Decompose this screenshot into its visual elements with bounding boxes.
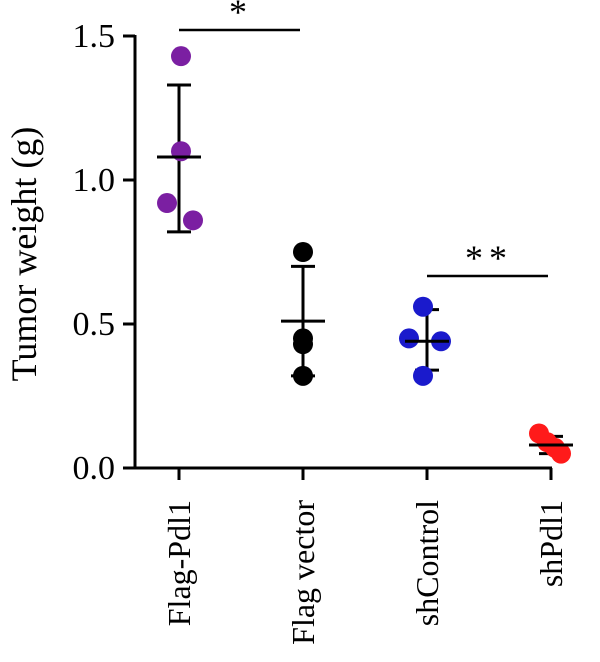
y-tick-label: 0.0 [73,450,116,487]
data-point [413,365,433,386]
data-marks [157,46,573,464]
y-tick-label: 1.5 [73,18,116,55]
x-tick-label: Flag vector [285,500,321,645]
data-point [551,443,571,464]
data-point [171,46,191,67]
y-axis-label: Tumor weight (g) [4,127,44,382]
significance-annotations: *** [179,0,548,278]
significance-label: ** [465,238,513,278]
series-group [399,296,451,386]
significance-label: * [229,0,253,32]
axes: 0.0 0.5 1.0 1.5 Flag-Pdl1 Flag vector shContro… [73,18,570,645]
series-group [281,242,325,386]
series-group [157,46,203,234]
y-tick-label: 0.5 [73,306,116,343]
data-point [157,193,177,214]
data-point [293,334,313,355]
data-point [183,210,203,231]
data-point [413,296,433,317]
x-tick-label: Flag-Pdl1 [161,500,197,626]
data-point [293,365,313,386]
data-point [293,242,313,262]
y-tick-label: 1.0 [73,162,116,199]
x-tick-label: shPdl1 [533,500,569,587]
x-tick-label: shControl [409,500,445,626]
series-group [529,423,573,464]
data-point [399,328,419,349]
